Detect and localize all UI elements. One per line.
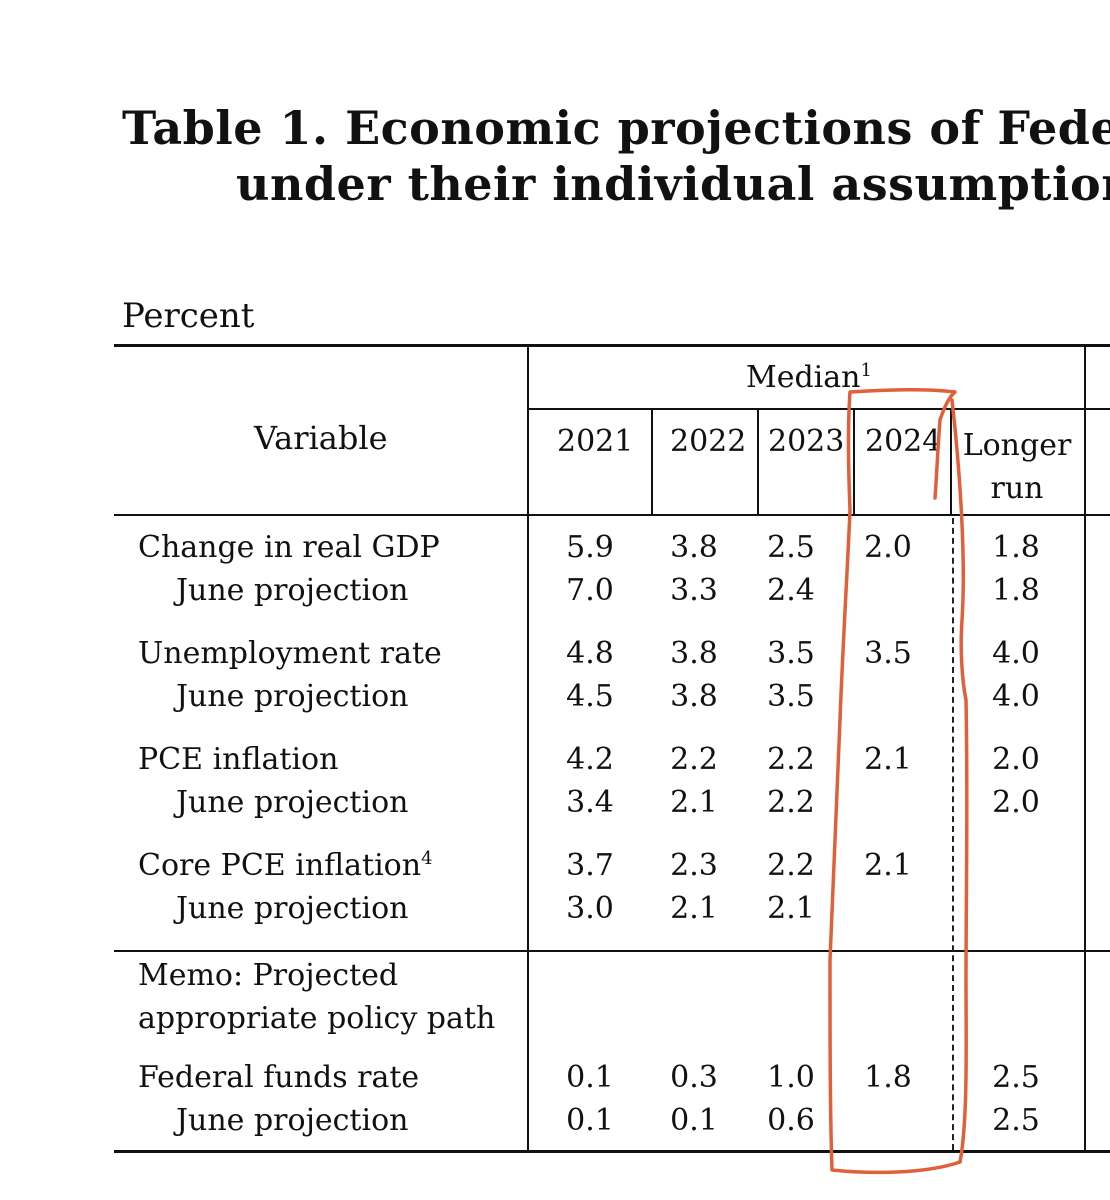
row-label-june-projection: June projection (176, 679, 409, 714)
top-rule (114, 344, 1110, 347)
table-cell: 1.8 (992, 530, 1040, 565)
row-label-june-projection: June projection (176, 573, 409, 608)
memo-label: Memo: Projected appropriate policy path (138, 958, 496, 1036)
row-label: Unemployment rate (138, 636, 442, 671)
row-label: PCE inflation (138, 742, 339, 777)
table-cell: 2.1 (864, 742, 912, 777)
table-cell: 0.1 (670, 1103, 718, 1138)
table-cell: 2.1 (864, 848, 912, 883)
table-cell: 1.0 (767, 1060, 815, 1095)
table-cell: 3.5 (864, 636, 912, 671)
row-label-june-projection: June projection (176, 891, 409, 926)
table-cell: 3.0 (566, 891, 614, 926)
table-cell: 0.1 (566, 1103, 614, 1138)
table-cell: 4.2 (566, 742, 614, 777)
year-divider-2021-2022 (651, 409, 653, 515)
year-divider-2024-longer-run (950, 409, 952, 515)
table-cell: 0.3 (670, 1060, 718, 1095)
table-cell: 2.1 (767, 891, 815, 926)
table-cell: 2.5 (767, 530, 815, 565)
table-cell: 0.1 (566, 1060, 614, 1095)
year-divider-2023-2024 (853, 409, 855, 515)
table-cell: 2.2 (767, 742, 815, 777)
year-header-2022: 2022 (670, 424, 747, 459)
table-cell: 4.5 (566, 679, 614, 714)
year-header-2024: 2024 (865, 424, 942, 459)
table-cell: 2.3 (670, 848, 718, 883)
median-header: Median1 (746, 360, 872, 395)
table-cell: 4.8 (566, 636, 614, 671)
table-cell: 3.7 (566, 848, 614, 883)
table-cell: 1.8 (992, 573, 1040, 608)
year-divider-2022-2023 (757, 409, 759, 515)
table-cell: 2.1 (670, 785, 718, 820)
variable-column-divider (527, 345, 529, 1151)
memo-rule (114, 950, 1110, 952)
table-cell: 3.3 (670, 573, 718, 608)
table-cell: 2.2 (767, 848, 815, 883)
table-cell: 5.9 (566, 530, 614, 565)
table-cell: 2.2 (767, 785, 815, 820)
row-label: Core PCE inflation4 (138, 848, 433, 883)
row-label-june-projection: June projection (176, 1103, 409, 1138)
row-label: Change in real GDP (138, 530, 440, 565)
table-cell: 2.5 (992, 1060, 1040, 1095)
table-title-line-2: under their individual assumptions (236, 157, 1110, 211)
median-footnote-marker: 1 (860, 360, 872, 381)
table-cell: 2.0 (992, 785, 1040, 820)
bottom-rule (114, 1150, 1110, 1153)
dashed-divider-longer-run (952, 518, 954, 1150)
table-cell: 2.2 (670, 742, 718, 777)
right-block-divider (1084, 345, 1086, 1151)
table-cell: 2.1 (670, 891, 718, 926)
table-cell: 3.8 (670, 679, 718, 714)
longer-run-header: Longer run (962, 428, 1072, 506)
footnote-marker: 4 (421, 848, 433, 869)
year-header-2023: 2023 (768, 424, 845, 459)
table-title-line-1: Table 1. Economic projections of Federa (122, 101, 1110, 155)
table-cell: 4.0 (992, 679, 1040, 714)
table-cell: 2.0 (864, 530, 912, 565)
table-cell: 1.8 (864, 1060, 912, 1095)
table-cell: 0.6 (767, 1103, 815, 1138)
unit-label: Percent (122, 296, 255, 336)
variable-header: Variable (254, 419, 388, 457)
table-cell: 3.5 (767, 636, 815, 671)
table-title: Table 1. Economic projections of Federa … (122, 100, 1110, 212)
table-cell: 7.0 (566, 573, 614, 608)
table-cell: 3.4 (566, 785, 614, 820)
table-cell: 3.8 (670, 530, 718, 565)
table-cell: 3.5 (767, 679, 815, 714)
table-cell: 3.8 (670, 636, 718, 671)
median-rule (528, 408, 1110, 410)
table-cell: 2.5 (992, 1103, 1040, 1138)
annotation-outline (828, 387, 969, 1175)
table-cell: 2.0 (992, 742, 1040, 777)
row-label: Federal funds rate (138, 1060, 420, 1095)
table-cell: 2.4 (767, 573, 815, 608)
row-label-june-projection: June projection (176, 785, 409, 820)
table-cell: 4.0 (992, 636, 1040, 671)
header-rule (114, 514, 1110, 516)
year-header-2021: 2021 (557, 424, 634, 459)
